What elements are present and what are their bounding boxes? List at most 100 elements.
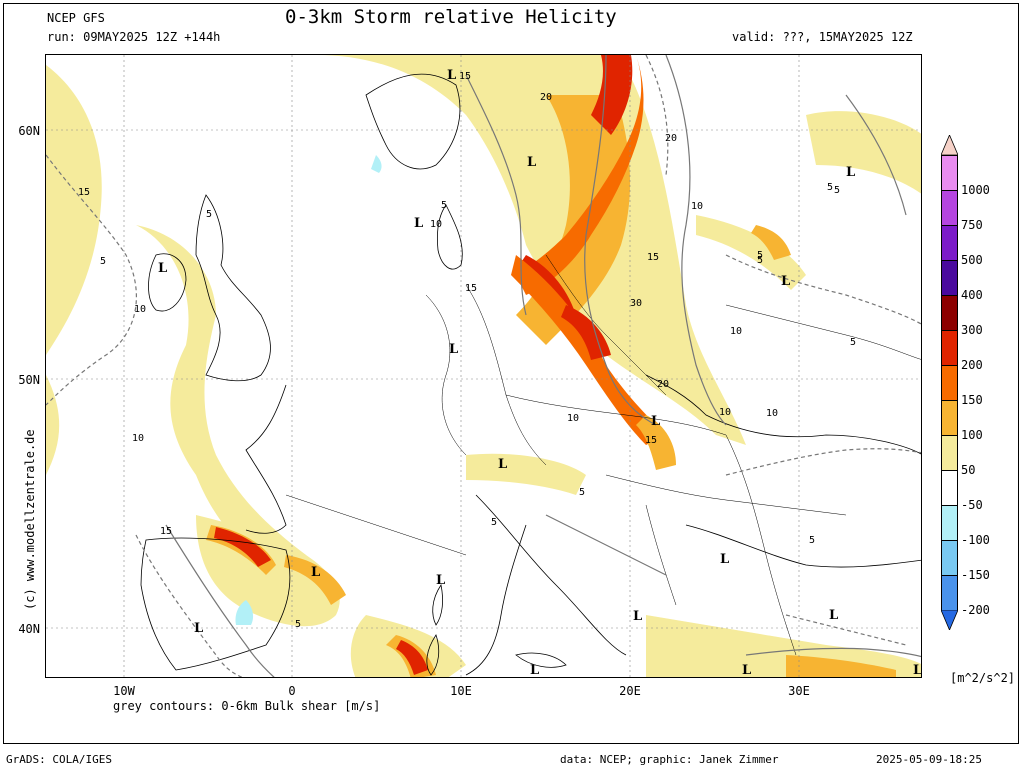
low-marker: L xyxy=(194,621,204,636)
contour-label: 10 xyxy=(691,201,704,212)
contour-label: 10 xyxy=(730,326,743,337)
footer-timestamp: 2025-05-09-18:25 xyxy=(876,753,982,766)
lon-label-20e: 20E xyxy=(619,684,641,698)
contour-label: 15 xyxy=(465,283,478,294)
colorbar-swatch xyxy=(941,435,958,470)
contour-label: 5 xyxy=(827,182,834,193)
contour-label: 5 xyxy=(491,517,498,528)
contour-label: 20 xyxy=(540,92,553,103)
country-borders xyxy=(285,254,921,656)
contour-label: 5 xyxy=(834,185,841,196)
low-marker: L xyxy=(530,663,540,678)
colorbar-units: [m^2/s^2] xyxy=(950,671,1016,685)
low-marker: L xyxy=(527,155,537,170)
colorbar-level-label: 50 xyxy=(961,463,976,477)
colorbar-level-label: 300 xyxy=(961,323,983,337)
figure-frame xyxy=(3,3,1019,744)
contour-caption: grey contours: 0-6km Bulk shear [m/s] xyxy=(113,699,381,713)
contour-label: 5 xyxy=(579,487,586,498)
contour-label: 10 xyxy=(567,413,580,424)
lat-label-60n: 60N xyxy=(18,124,40,138)
colorbar-bottom-cap xyxy=(941,610,958,630)
footer-data-credit: data: NCEP; graphic: Janek Zimmer xyxy=(560,753,779,766)
run-time: run: 09MAY2025 12Z +144h xyxy=(47,30,221,44)
copyright-text: (c) www.modellzentrale.de xyxy=(23,429,37,610)
colorbar-swatch xyxy=(941,295,958,330)
colorbar-level-label: -150 xyxy=(961,568,990,582)
colorbar-swatch xyxy=(941,260,958,295)
lon-label-10w: 10W xyxy=(113,684,135,698)
map-canvas xyxy=(46,55,921,677)
contour-label: 10 xyxy=(132,433,145,444)
colorbar-level-label: 150 xyxy=(961,393,983,407)
colorbar-top-cap xyxy=(941,135,958,155)
color-legend: 1000 750 500 400 300 200 150 100 50 -50 -100 -150 -2… xyxy=(941,135,1021,630)
colorbar-level-label: -100 xyxy=(961,533,990,547)
colorbar-level-label: -200 xyxy=(961,603,990,617)
low-marker: L xyxy=(633,609,643,624)
valid-time: valid: ???, 15MAY2025 12Z xyxy=(732,30,913,44)
contour-label: 15 xyxy=(645,435,658,446)
contour-label: 15 xyxy=(459,71,472,82)
colorbar-swatch xyxy=(941,155,958,190)
lon-label-0: 0 xyxy=(288,684,296,698)
contour-label: 20 xyxy=(657,379,670,390)
colorbar-swatch xyxy=(941,330,958,365)
colorbar-level-label: 500 xyxy=(961,253,983,267)
low-marker: L xyxy=(436,573,446,588)
colorbar-level-label: 1000 xyxy=(961,183,990,197)
coastlines xyxy=(140,73,921,676)
contour-label: 10 xyxy=(719,407,732,418)
colorbar-level-label: 100 xyxy=(961,428,983,442)
contour-label: 5 xyxy=(441,200,448,211)
graticule xyxy=(46,55,921,677)
colorbar-level-label: -50 xyxy=(961,498,983,512)
colorbar-level-label: 400 xyxy=(961,288,983,302)
low-marker: L xyxy=(781,274,791,289)
low-marker: L xyxy=(447,68,457,83)
shear-contours xyxy=(46,55,921,677)
model-name: NCEP GFS xyxy=(47,11,105,25)
footer-grads-credit: GrADS: COLA/IGES xyxy=(6,753,112,766)
contour-label: 10 xyxy=(430,219,443,230)
low-marker: L xyxy=(651,414,661,429)
colorbar-swatch xyxy=(941,575,958,610)
low-marker: L xyxy=(742,663,752,678)
contour-label: 10 xyxy=(134,304,147,315)
contour-label: 15 xyxy=(647,252,660,263)
low-marker: L xyxy=(311,565,321,580)
low-marker: L xyxy=(720,552,730,567)
lon-label-30e: 30E xyxy=(788,684,810,698)
contour-label: 5 xyxy=(206,209,213,220)
colorbar-swatch xyxy=(941,540,958,575)
page-title: 0-3km Storm relative Helicity xyxy=(285,6,617,28)
low-marker: L xyxy=(829,608,839,623)
colorbar-swatch xyxy=(941,470,958,505)
contour-label: 5 xyxy=(809,535,816,546)
contour-label: 5 xyxy=(295,619,302,630)
colorbar-swatch xyxy=(941,225,958,260)
contour-label: 5 xyxy=(757,250,764,261)
helicity-map: L L L L L L L L L L L L L L L L L L 15 2… xyxy=(45,54,922,678)
contour-label: 30 xyxy=(630,298,643,309)
colorbar-level-label: 200 xyxy=(961,358,983,372)
contour-label: 10 xyxy=(766,408,779,419)
contour-label: 5 xyxy=(850,337,857,348)
low-marker: L xyxy=(158,261,168,276)
contour-label: 15 xyxy=(78,187,91,198)
colorbar-swatch xyxy=(941,505,958,540)
lon-label-10e: 10E xyxy=(450,684,472,698)
contour-label: 15 xyxy=(160,526,173,537)
low-marker: L xyxy=(449,342,459,357)
low-marker: L xyxy=(913,663,922,678)
contour-label: 20 xyxy=(665,133,678,144)
colorbar-swatch xyxy=(941,190,958,225)
colorbar-swatch xyxy=(941,400,958,435)
low-marker: L xyxy=(414,216,424,231)
lat-label-50n: 50N xyxy=(18,373,40,387)
colorbar-swatch xyxy=(941,365,958,400)
helicity-shading xyxy=(46,55,921,677)
contour-label: 5 xyxy=(757,255,764,266)
contour-label: 5 xyxy=(100,256,107,267)
lat-label-40n: 40N xyxy=(18,622,40,636)
